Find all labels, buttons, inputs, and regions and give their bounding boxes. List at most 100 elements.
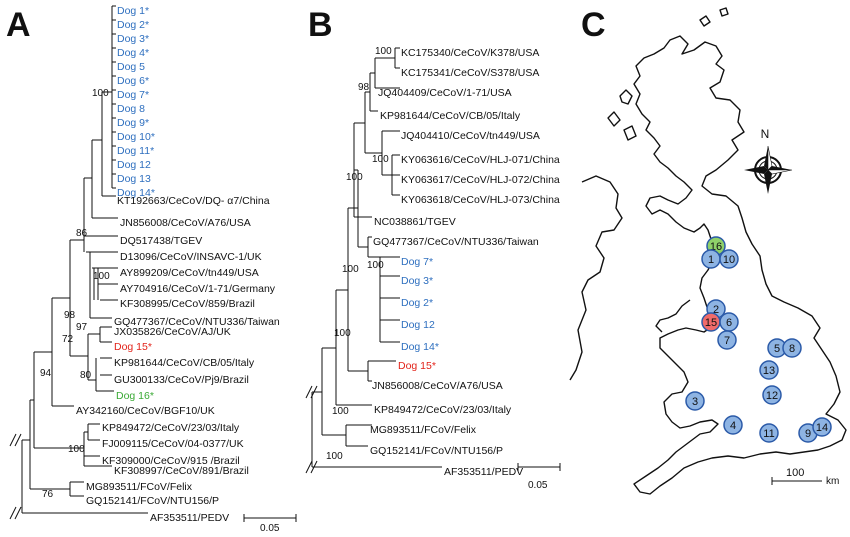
tree-a-leaf-label: Dog 8 <box>117 103 145 115</box>
tree-b-bootstrap-value: 100 <box>375 46 392 57</box>
map-location-number: 13 <box>763 365 775 377</box>
tree-b-bootstrap-value: 100 <box>332 406 349 417</box>
tree-a-bootstrap-value: 97 <box>76 322 88 333</box>
tree-a-bootstrap-value: 72 <box>62 334 74 345</box>
map-location-marker <box>717 330 737 350</box>
tree-a-leaf-label: JX035826/CeCoV/AJ/UK <box>114 326 231 338</box>
tree-a-bootstrap-value: 98 <box>64 310 76 321</box>
map-scale-bar <box>771 477 822 485</box>
tree-b-leaf-label: KC175341/CeCoV/S378/USA <box>401 67 539 79</box>
island-outline <box>719 7 729 17</box>
tree-a-bootstrap-value: 100 <box>68 444 85 455</box>
ireland-outline <box>569 175 623 381</box>
tree-b-leaf-label: KY063618/CeCoV/HLJ-073/China <box>401 194 560 206</box>
tree-a-leaf-label: D13096/CeCoV/INSAVC-1/UK <box>120 251 262 263</box>
tree-a-leaf-label: AY704916/CeCoV/1-71/Germany <box>120 283 276 295</box>
tree-a-leaf-label: Dog 4* <box>117 47 149 59</box>
tree-a-leaf-label: Dog 7* <box>117 89 149 101</box>
tree-b-leaf-label: GQ152141/FCoV/NTU156/P <box>370 445 503 457</box>
map-scale-unit: km <box>826 476 839 487</box>
tree-a-leaf-label: Dog 3* <box>117 33 149 45</box>
island-outline <box>607 111 621 127</box>
tree-a-leaf-label: KF309000/CeCoV/915 /Brazil <box>102 455 240 467</box>
tree-a-leaf-label: KT192663/CeCoV/DQ- α7/China <box>117 195 270 207</box>
map-location-number: 9 <box>805 428 811 440</box>
tree-b-bootstrap-value: 100 <box>342 264 359 275</box>
tree-a-labels: Dog 1* Dog 2* Dog 3* Dog 4* Dog 5 Dog 6* Dog 7… <box>76 5 280 524</box>
tree-a-leaf-label: Dog 16* <box>116 390 154 402</box>
map-location-number: 8 <box>789 343 795 355</box>
tree-a-bootstrap-value: 100 <box>92 88 109 99</box>
map-location-number: 14 <box>816 422 828 434</box>
map-location-number: 7 <box>724 335 730 347</box>
tree-a-leaf-label: Dog 11* <box>117 145 154 157</box>
tree-b-leaf-label: KC175340/CeCoV/K378/USA <box>401 47 539 59</box>
map-location-number: 12 <box>766 390 778 402</box>
map-location-marker <box>719 249 739 269</box>
tree-a-leaf-label: Dog 12 <box>117 159 151 171</box>
panel-b-letter: B <box>308 6 333 44</box>
map-location-marker <box>812 417 832 437</box>
tree-b-leaf-label: JN856008/CeCoV/A76/USA <box>372 380 503 392</box>
map-location-number: 10 <box>723 254 735 266</box>
tree-b-bootstrap-value: 100 <box>346 172 363 183</box>
tree-a-bootstrap-value: 100 <box>93 271 110 282</box>
tree-a-leaf-label: Dog 13 <box>117 173 151 185</box>
great-britain-outline <box>633 35 847 495</box>
tree-b-leaf-label: KY063616/CeCoV/HLJ-071/China <box>401 154 560 166</box>
map-location-marker <box>762 385 782 405</box>
map-scale-value: 100 <box>786 467 804 479</box>
tree-b-bootstrap-value: 100 <box>367 260 384 271</box>
tree-b-leaf-label: JQ404409/CeCoV/1-71/USA <box>378 87 512 99</box>
island-outline <box>699 15 711 27</box>
tree-a-leaf-label: Dog 5 <box>117 61 145 73</box>
map-location-marker <box>759 360 779 380</box>
tree-b-labels: KC175340/CeCoV/K378/USA KC175341/CeCoV/S3… <box>370 47 560 478</box>
tree-a-leaf-label: KF308995/CeCoV/859/Brazil <box>120 298 255 310</box>
tree-b-leaf-label: Dog 14* <box>401 341 439 353</box>
tree-b-leaf-label: JQ404410/CeCoV/tn449/USA <box>401 130 540 142</box>
tree-a-leaf-label: AF353511/PEDV <box>150 512 229 524</box>
tree-a-leaf-label: Dog 2* <box>117 19 149 31</box>
tree-a-bootstrap-value: 80 <box>80 370 92 381</box>
map-location-number: 3 <box>692 396 698 408</box>
tree-b-bootstrap-value: 98 <box>358 82 370 93</box>
tree-b-scale-label: 0.05 <box>528 480 548 491</box>
panel-c-letter: C <box>581 6 606 44</box>
map-location-number: 6 <box>726 317 732 329</box>
map-location-marker <box>685 391 705 411</box>
tree-a-leaf-label: Dog 14* <box>117 187 155 199</box>
tree-b-leaf-label: Dog 7* <box>401 256 433 268</box>
map-location-marker <box>759 423 779 443</box>
map-location-number: 11 <box>763 428 774 440</box>
wales-coast-outline <box>655 299 691 333</box>
tree-a-bootstrap-value: 94 <box>40 368 52 379</box>
tree-a-leaf-label: Dog 15* <box>114 341 152 353</box>
tree-a-bootstrap-value: 86 <box>76 228 88 239</box>
tree-a-bootstrap-value: 76 <box>42 489 54 500</box>
tree-a-leaf-label: Dog 1* <box>117 5 149 17</box>
map-location-number: 4 <box>730 420 736 432</box>
tree-a-leaf-label: MG893511/FCoV/Felix <box>86 481 193 493</box>
tree-b <box>305 47 561 474</box>
tree-a-scale-label: 0.05 <box>260 523 280 534</box>
tree-a-leaf-label: Dog 6* <box>117 75 149 87</box>
tree-a-leaf-label: GU300133/CeCoV/Pj9/Brazil <box>114 374 249 386</box>
map-location-number: 1 <box>708 254 714 266</box>
tree-a-leaf-label: FJ009115/CeCoV/04-0377/UK <box>102 438 244 450</box>
compass-north-label: N <box>761 127 770 141</box>
tree-a-leaf-label: KP849472/CeCoV/23/03/Italy <box>102 422 240 434</box>
tree-b-leaf-label: MG893511/FCoV/Felix <box>370 424 477 436</box>
map-location-number: 2 <box>713 304 719 316</box>
tree-a-leaf-label: Dog 9* <box>117 117 149 129</box>
uk-map <box>569 7 847 495</box>
tree-b-leaf-label: NC038861/TGEV <box>374 216 456 228</box>
compass-icon: N <box>744 127 793 194</box>
tree-a <box>9 5 297 522</box>
tree-a-leaf-label: KP981644/CeCoV/CB/05/Italy <box>114 357 255 369</box>
tree-b-leaf-label: Dog 12 <box>401 319 435 331</box>
tree-b-leaf-label: Dog 15* <box>398 360 436 372</box>
tree-a-leaf-label: DQ517438/TGEV <box>120 235 202 247</box>
